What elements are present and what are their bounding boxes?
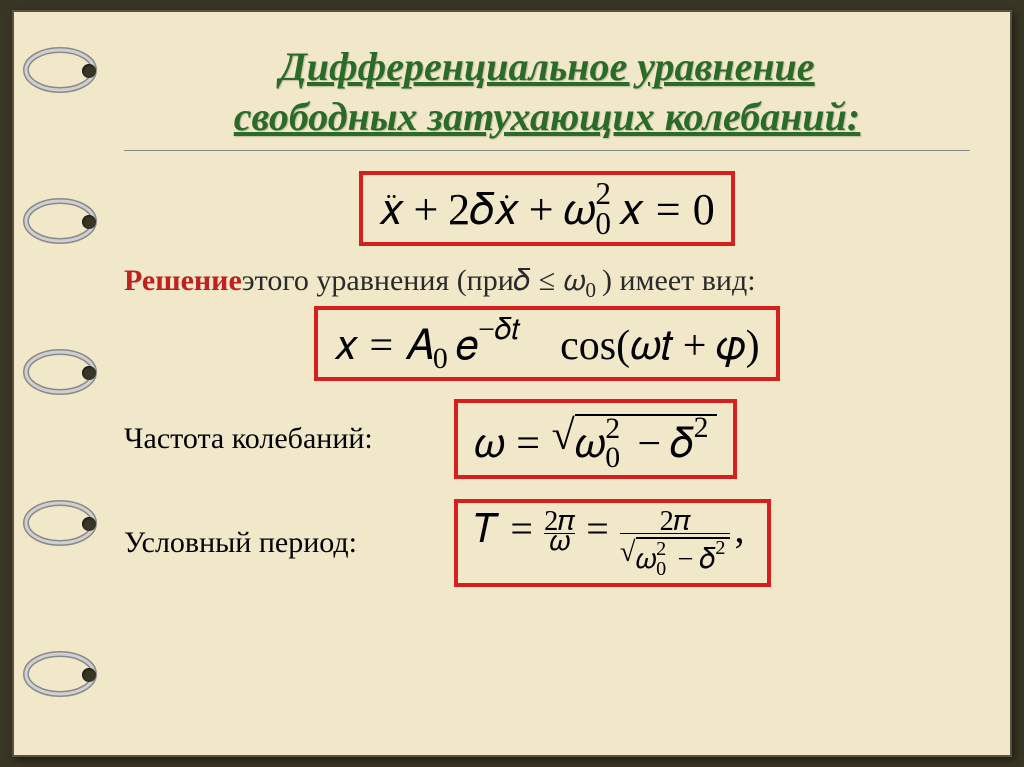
- punch-hole: [82, 215, 96, 229]
- solution-text-1: этого уравнения (при: [242, 264, 514, 298]
- ring-icon: [44, 40, 114, 95]
- ring-icon: [44, 191, 114, 246]
- ring-icon: [44, 342, 114, 397]
- main-equation: x¨ + 2δx˙ + ω02 x = 0: [379, 183, 715, 234]
- solution-emph: Решение: [124, 264, 242, 298]
- period-label: Условный период:: [124, 526, 414, 560]
- slide-page: Дифференциальное уравнение свободных зат…: [12, 10, 1012, 757]
- frequency-equation-box: ω= ω02 − δ2: [454, 399, 737, 479]
- period-equation-box: T= 2π ω = 2π ω02 − δ2: [454, 499, 771, 587]
- frequency-equation: ω= ω02 − δ2: [474, 411, 717, 467]
- frequency-row: Частота колебаний: ω= ω02 − δ2: [124, 399, 970, 479]
- title-line-1: Дифференциальное уравнение: [279, 44, 814, 89]
- punch-hole: [82, 517, 96, 531]
- slide-title: Дифференциальное уравнение свободных зат…: [124, 42, 970, 142]
- condition-inline: δ≤ω0: [514, 264, 602, 298]
- frequency-label-text: Частота колебаний:: [124, 422, 373, 455]
- punch-hole: [82, 64, 96, 78]
- period-row: Условный период: T= 2π ω = 2π: [124, 499, 970, 587]
- ring-icon: [44, 644, 114, 699]
- solution-equation: x= A0 e−δt cos(ωt+φ): [334, 318, 759, 369]
- main-equation-row: x¨ + 2δx˙ + ω02 x = 0: [124, 171, 970, 246]
- main-equation-box: x¨ + 2δx˙ + ω02 x = 0: [359, 171, 735, 246]
- punch-hole: [82, 366, 96, 380]
- solution-intro-line: Решение этого уравнения (при δ≤ω0 ) имее…: [124, 264, 970, 298]
- solution-equation-box: x= A0 e−δt cos(ωt+φ): [314, 306, 779, 381]
- ring-icon: [44, 493, 114, 548]
- spiral-binding: [44, 40, 99, 699]
- period-equation: T= 2π ω = 2π ω02 − δ2: [474, 511, 751, 575]
- period-label-text: Условный период:: [124, 526, 357, 559]
- solution-equation-row: x= A0 e−δt cos(ωt+φ): [124, 306, 970, 381]
- divider: [124, 150, 970, 151]
- frequency-label: Частота колебаний:: [124, 422, 414, 456]
- solution-text-2: ) имеет вид:: [602, 264, 756, 298]
- punch-hole: [82, 668, 96, 682]
- title-line-2: свободных затухающих колебаний:: [234, 94, 860, 139]
- slide-content: Дифференциальное уравнение свободных зат…: [124, 42, 970, 725]
